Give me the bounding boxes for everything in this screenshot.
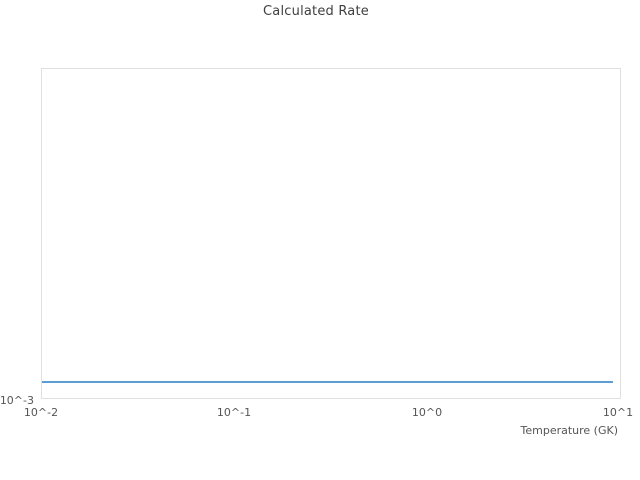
- chart-title: Calculated Rate: [263, 4, 369, 19]
- plot-area: [41, 68, 621, 399]
- rate-line-series: [42, 380, 614, 383]
- x-tick-label: 10^1: [602, 406, 634, 419]
- x-tick-label: 10^-2: [23, 406, 59, 419]
- x-tick-label: 10^-1: [216, 406, 252, 419]
- x-axis-title: Temperature (GK): [520, 424, 619, 437]
- x-tick-label: 10^0: [411, 406, 443, 419]
- y-tick-label: 10^-3: [0, 394, 34, 407]
